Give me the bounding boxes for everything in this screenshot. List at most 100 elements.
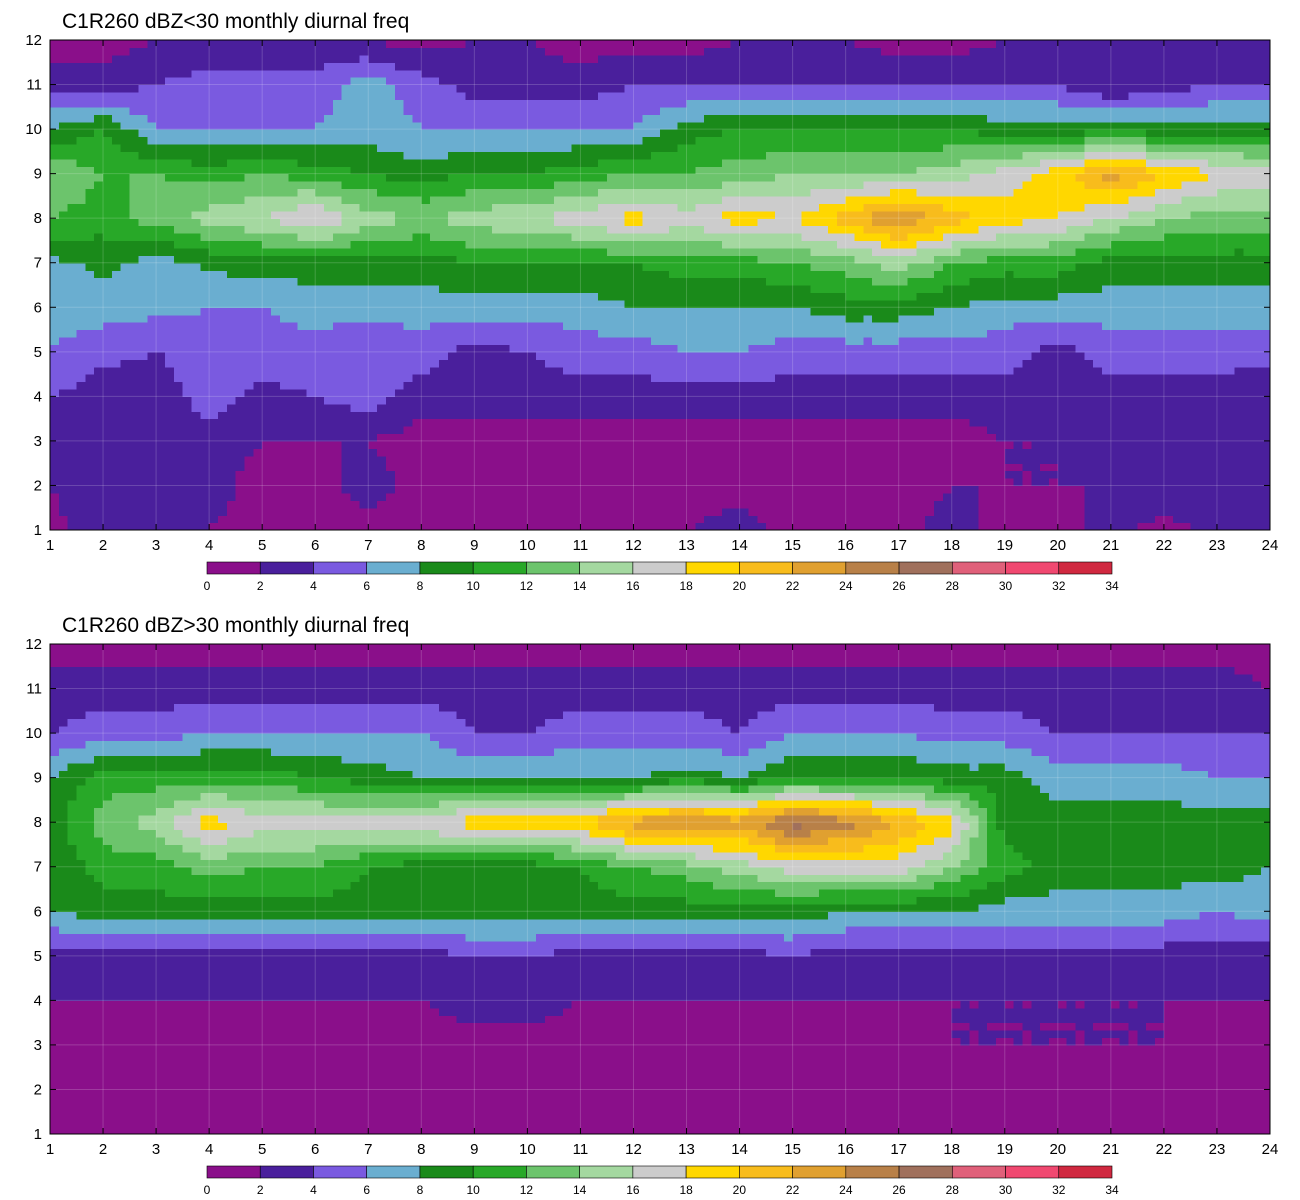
heatmap-cell [695, 344, 705, 353]
heatmap-cell [1252, 478, 1262, 487]
heatmap-cell [1075, 366, 1085, 375]
heatmap-cell [819, 426, 829, 435]
heatmap-cell [1084, 440, 1094, 449]
heatmap-cell [801, 522, 811, 531]
heatmap-cell [288, 366, 299, 375]
heatmap-cell [1163, 507, 1174, 516]
heatmap-cell [606, 388, 617, 397]
heatmap-cell [50, 522, 60, 531]
heatmap-cell [730, 485, 741, 494]
heatmap-cell [173, 522, 184, 531]
heatmap-cell [845, 500, 856, 509]
heatmap-cell [385, 403, 396, 412]
heatmap-cell [359, 403, 369, 412]
heatmap-cell [827, 307, 838, 316]
heatmap-cell [1048, 448, 1059, 457]
heatmap-cell [987, 492, 997, 501]
heatmap-cell [483, 411, 493, 420]
heatmap-cell [942, 500, 953, 509]
heatmap-cell [50, 225, 60, 234]
heatmap-cell [430, 463, 440, 472]
heatmap-cell [394, 359, 405, 368]
heatmap-cell [50, 240, 60, 249]
heatmap-cell [465, 285, 475, 294]
heatmap-cell [987, 351, 997, 360]
heatmap-cell [1208, 277, 1218, 286]
heatmap-cell [164, 522, 175, 531]
heatmap-cell [686, 336, 696, 345]
heatmap-cell [739, 455, 750, 464]
heatmap-cell [279, 463, 290, 472]
heatmap-cell [509, 314, 520, 323]
heatmap-cell [76, 307, 86, 316]
heatmap-cell [235, 396, 246, 405]
heatmap-cell [85, 492, 95, 501]
heatmap-cell [500, 470, 511, 479]
heatmap-cell [713, 388, 723, 397]
heatmap-cell [580, 470, 590, 479]
heatmap-cell [571, 314, 582, 323]
heatmap-cell [1252, 307, 1262, 316]
heatmap-cell [907, 344, 917, 353]
heatmap-cell [1066, 344, 1077, 353]
heatmap-cell [403, 314, 414, 323]
heatmap-cell [509, 292, 520, 301]
heatmap-cell [995, 426, 1006, 435]
heatmap-cell [129, 329, 140, 338]
heatmap-cell [615, 396, 626, 405]
heatmap-cell [819, 351, 829, 360]
heatmap-cell [394, 277, 405, 286]
heatmap-cell [898, 396, 909, 405]
heatmap-cell [925, 396, 935, 405]
heatmap-cell [951, 507, 962, 516]
heatmap-cell [545, 522, 555, 531]
heatmap-cell [801, 262, 811, 271]
heatmap-cell [642, 507, 652, 516]
heatmap-cell [76, 366, 86, 375]
heatmap-cell [1208, 381, 1218, 390]
heatmap-cell [359, 262, 369, 271]
heatmap-cell [615, 418, 626, 427]
heatmap-cell [1040, 359, 1050, 368]
heatmap-cell [819, 374, 829, 383]
heatmap-cell [819, 299, 829, 308]
heatmap-cell [527, 478, 537, 487]
heatmap-cell [801, 388, 811, 397]
heatmap-cell [164, 440, 175, 449]
heatmap-cell [103, 411, 113, 420]
heatmap-cell [200, 396, 210, 405]
heatmap-cell [350, 485, 361, 494]
heatmap-cell [1110, 418, 1121, 427]
heatmap-cell [173, 440, 184, 449]
heatmap-cell [872, 299, 882, 308]
heatmap-cell [553, 455, 564, 464]
heatmap-cell [1057, 336, 1068, 345]
heatmap-cell [872, 381, 882, 390]
heatmap-cell [854, 374, 864, 383]
heatmap-cell [1163, 485, 1174, 494]
heatmap-cell [120, 329, 131, 338]
heatmap-cell [235, 292, 246, 301]
heatmap-cell [147, 470, 157, 479]
heatmap-cell [589, 307, 599, 316]
heatmap-cell [819, 515, 829, 524]
heatmap-cell [85, 418, 95, 427]
heatmap-cell [1181, 314, 1192, 323]
heatmap-cell [1225, 285, 1236, 294]
heatmap-cell [1066, 426, 1077, 435]
heatmap-cell [677, 388, 688, 397]
heatmap-cell [1199, 433, 1209, 442]
heatmap-cell [271, 336, 281, 345]
heatmap-cell [651, 515, 661, 524]
heatmap-cell [76, 351, 86, 360]
heatmap-cell [1057, 403, 1068, 412]
heatmap-cell [757, 426, 767, 435]
heatmap-cell [403, 500, 414, 509]
heatmap-cell [651, 485, 661, 494]
heatmap-cell [598, 322, 608, 331]
heatmap-cell [103, 418, 113, 427]
heatmap-cell [987, 344, 997, 353]
heatmap-cell [801, 463, 811, 472]
heatmap-cell [253, 359, 263, 368]
heatmap-cell [288, 515, 299, 524]
